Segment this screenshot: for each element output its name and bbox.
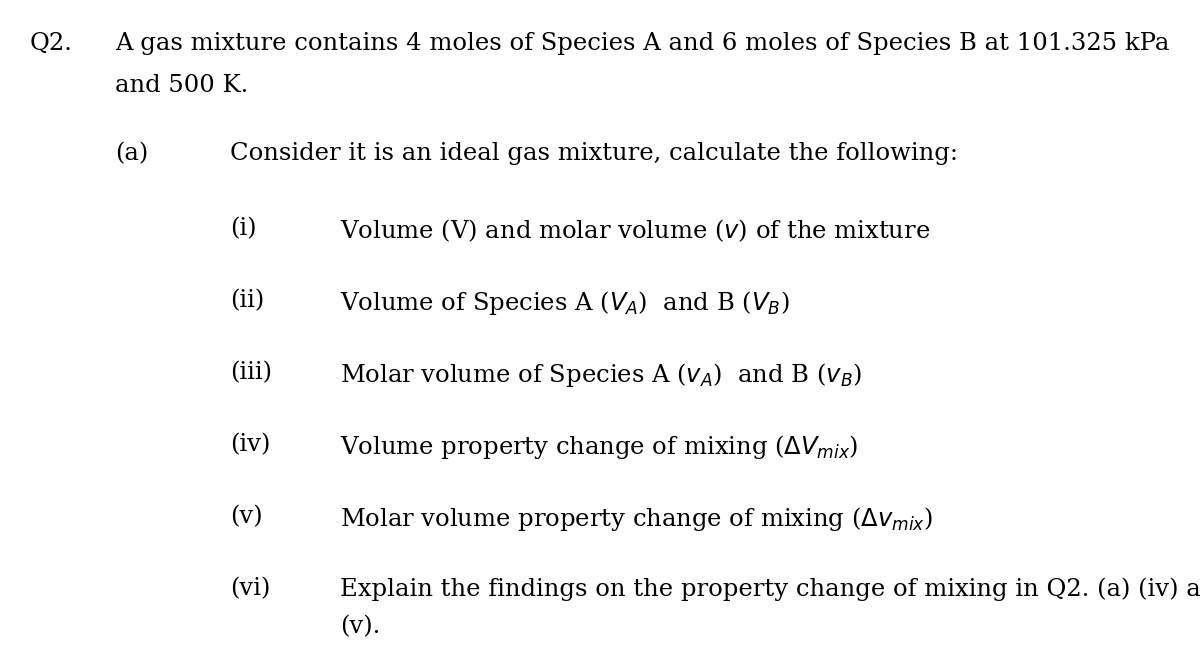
Text: Explain the findings on the property change of mixing in Q2. (a) (iv) and: Explain the findings on the property cha… — [340, 577, 1200, 600]
Text: Consider it is an ideal gas mixture, calculate the following:: Consider it is an ideal gas mixture, cal… — [230, 142, 958, 165]
Text: Volume (V) and molar volume ($v$) of the mixture: Volume (V) and molar volume ($v$) of the… — [340, 217, 930, 244]
Text: Q2.: Q2. — [30, 32, 73, 55]
Text: Volume property change of mixing ($\Delta V_{mix}$): Volume property change of mixing ($\Delt… — [340, 433, 858, 461]
Text: (a): (a) — [115, 142, 149, 165]
Text: (i): (i) — [230, 217, 257, 240]
Text: (v): (v) — [230, 505, 263, 528]
Text: Molar volume property change of mixing ($\Delta v_{mix}$): Molar volume property change of mixing (… — [340, 505, 934, 533]
Text: (ii): (ii) — [230, 289, 264, 312]
Text: (v).: (v). — [340, 615, 380, 638]
Text: (iv): (iv) — [230, 433, 270, 456]
Text: Molar volume of Species A ($v_A$)  and B ($v_B$): Molar volume of Species A ($v_A$) and B … — [340, 361, 862, 389]
Text: (vi): (vi) — [230, 577, 270, 600]
Text: Volume of Species A ($V_A$)  and B ($V_B$): Volume of Species A ($V_A$) and B ($V_B$… — [340, 289, 790, 317]
Text: and 500 K.: and 500 K. — [115, 74, 248, 97]
Text: A gas mixture contains 4 moles of Species A and 6 moles of Species B at 101.325 : A gas mixture contains 4 moles of Specie… — [115, 32, 1169, 55]
Text: (iii): (iii) — [230, 361, 272, 384]
